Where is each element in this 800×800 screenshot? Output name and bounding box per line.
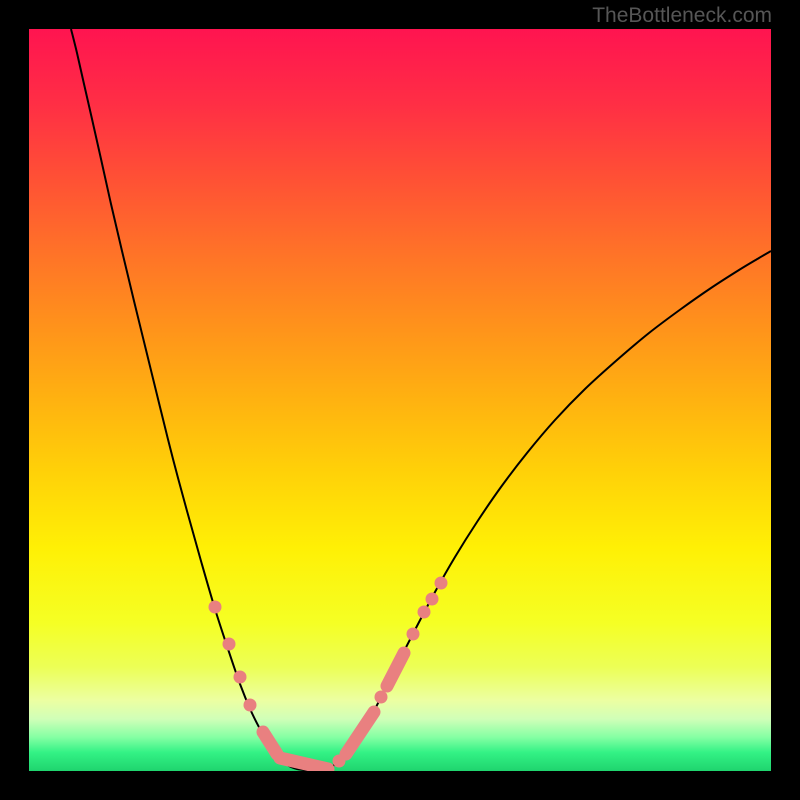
curve-left	[71, 29, 312, 771]
chart-root: TheBottleneck.com	[0, 0, 800, 800]
curve-markers	[209, 577, 448, 770]
curves-layer	[29, 29, 771, 771]
plot-area	[29, 29, 771, 771]
watermark-text: TheBottleneck.com	[592, 4, 772, 28]
